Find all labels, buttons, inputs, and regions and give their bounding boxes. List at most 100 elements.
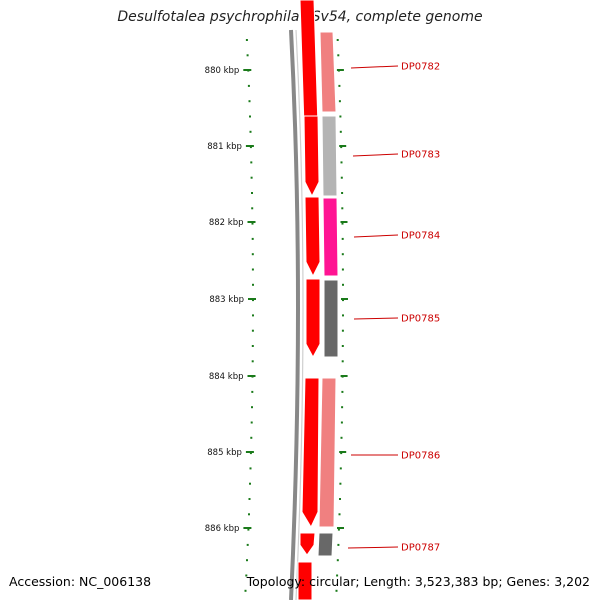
major-tick [248,298,256,300]
gene-leader-line [353,317,399,320]
gene-block-DP0786 [318,377,337,528]
genome-backbone [289,29,300,600]
minor-tick-left [249,115,251,118]
major-tick-right [340,375,348,377]
gene-label-DP0782[interactable]: DP0782 [401,62,440,73]
minor-tick-right [341,390,344,393]
minor-tick-left [251,329,254,332]
minor-tick-right [339,467,342,470]
major-tick [245,145,254,147]
minor-tick-left [247,528,250,531]
minor-tick-left [251,406,253,409]
minor-tick-left [246,54,249,57]
minor-tick-right [340,146,343,149]
major-tick [243,527,252,529]
minor-tick-left [246,559,248,562]
major-tick-right [339,451,347,453]
accession-text: Accession: NC_006138 [9,574,152,589]
gene-labels: DP0782 DP0783 DP0784 DP0785 DP0786 DP0787 [347,62,440,554]
gene-label-DP0786[interactable]: DP0786 [401,451,440,462]
minor-tick-left [251,222,254,225]
minor-tick-right [339,482,342,485]
minor-tick-right [339,498,341,500]
minor-tick-right [338,100,341,103]
major-tick [243,69,252,71]
kbp-label: 885 kbp [207,448,242,458]
minor-tick-left [252,283,254,286]
minor-tick-left [249,130,252,133]
minor-tick-right [340,421,343,424]
gene-block-DP0785 [323,279,339,358]
gene-leader-line [353,234,399,238]
minor-tick-right [340,176,343,179]
gene-leader-line [347,546,399,549]
kbp-label: 881 kbp [207,142,242,152]
kbp-label: 882 kbp [209,218,244,228]
map-title: Desulfotalea psychrophila LSv54, complet… [117,9,483,25]
minor-tick-left [248,100,251,103]
cds-feature-5 [301,377,320,529]
minor-tick-left [251,192,253,194]
minor-tick-left [249,146,252,149]
major-tick-right [341,298,348,300]
minor-tick-left [251,345,254,347]
minor-tick-right [341,237,344,240]
gene-label-DP0784[interactable]: DP0784 [401,231,440,242]
minor-tick-right [338,84,341,87]
minor-tick-right [335,589,338,592]
minor-tick-left [251,207,254,210]
minor-tick-right [342,299,344,302]
minor-tick-right [336,39,339,41]
minor-tick-right [342,283,344,286]
minor-tick-left [250,436,253,439]
gene-leader-line [352,153,399,157]
kbp-scale: 880 kbp 881 kbp 882 kbp 883 kbp 884 kbp 885 k… [205,66,348,534]
minor-tick-right [337,528,340,531]
minor-tick-right [342,314,344,317]
minor-tick-left [249,467,252,470]
major-tick-right [339,145,347,147]
minor-tick-right [341,192,344,194]
gene-block-DP0787 [317,532,334,557]
major-tick [247,375,256,377]
minor-tick-left [250,161,253,164]
minor-tick-right [337,54,340,57]
cds-feature-4 [305,278,321,359]
minor-tick-left [245,574,248,577]
topology-text: Topology: circular; Length: 3,523,383 bp… [246,574,590,589]
gene-label-DP0787[interactable]: DP0787 [401,543,440,554]
kbp-label: 886 kbp [205,524,240,534]
gene-label-DP0783[interactable]: DP0783 [401,150,440,161]
minor-tick-right [339,115,342,118]
minor-tick-right [340,436,343,439]
minor-tick-right [336,559,339,562]
minor-tick-left [244,589,247,592]
cds-feature-6 [299,532,316,556]
major-tick-right [337,527,344,529]
genome-backbone-edge [295,29,304,600]
cds-feature-2 [303,115,320,198]
minor-tick-left [249,452,252,455]
minor-tick-left [252,299,254,302]
minor-tick-left [251,360,254,363]
cds-feature-3 [304,196,321,278]
major-tick-right [340,221,348,223]
gene-leader-line [350,65,399,69]
major-tick [245,451,254,453]
minor-tick-left [250,176,253,179]
minor-tick-right [341,360,344,363]
minor-tick-left [251,390,254,393]
minor-tick-left [249,482,251,485]
scale-ticks-left [244,39,254,592]
gene-block-DP0782 [319,31,337,113]
minor-tick-right [341,345,344,347]
minor-tick-right [341,268,344,271]
minor-tick-left [245,39,248,41]
minor-tick-right [339,130,342,133]
minor-tick-right [341,329,344,332]
minor-tick-left [246,543,249,546]
gene-label-DP0785[interactable]: DP0785 [401,314,440,325]
minor-tick-right [340,161,343,164]
